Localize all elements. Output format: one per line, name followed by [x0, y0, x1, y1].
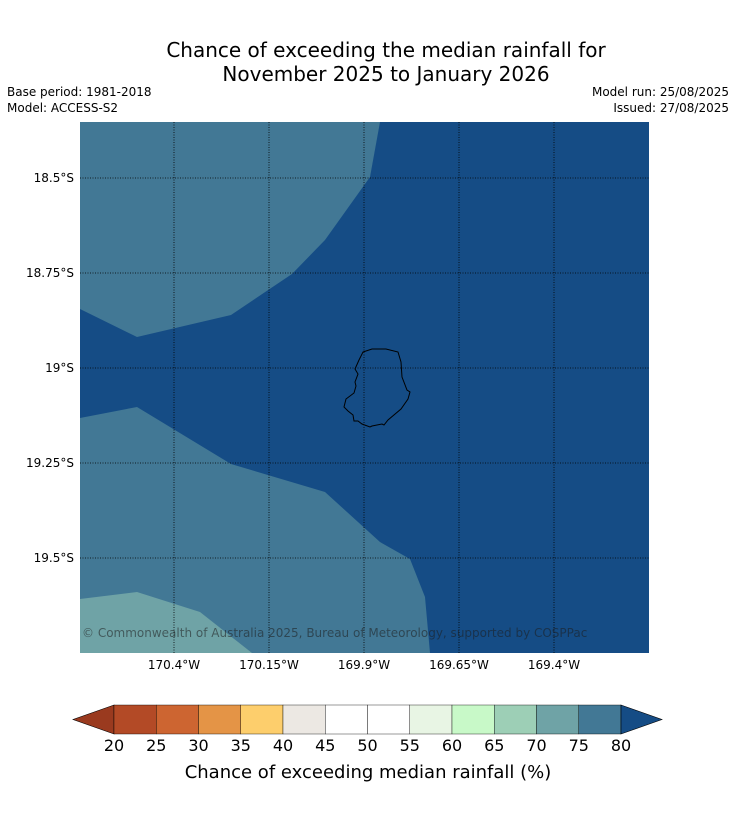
- colorbar-tick-label: 50: [357, 736, 378, 755]
- latitude-label: 18.5°S: [33, 171, 74, 185]
- model-name: Model: ACCESS-S2: [7, 101, 119, 115]
- title-line-2: November 2025 to January 2026: [222, 62, 550, 86]
- colorbar-segment: [325, 704, 368, 735]
- colorbar-tick-label: 20: [103, 736, 125, 755]
- rainfall-map: [80, 122, 649, 653]
- colorbar-tick-label: 45: [315, 736, 336, 755]
- region-75-80-south: [80, 407, 430, 653]
- meta-left: Base period: 1981-2018 Model: ACCESS-S2: [7, 84, 152, 116]
- model-run: Model run: 25/08/2025: [591, 85, 729, 99]
- longitude-label: 170.4°W: [147, 658, 201, 672]
- colorbar-tick-label: 60: [441, 736, 463, 755]
- base-period: Base period: 1981-2018: [7, 85, 152, 99]
- colorbar-segment: [451, 704, 495, 735]
- longitude-label: 169.4°W: [527, 658, 581, 672]
- colorbar-segment: [156, 704, 199, 735]
- colorbar-tick-label: 65: [484, 736, 505, 755]
- colorbar-tick-label: 30: [188, 736, 209, 755]
- chart-title: Chance of exceeding the median rainfall …: [0, 38, 736, 86]
- issued-date: Issued: 27/08/2025: [613, 101, 729, 115]
- niue-island-outline: [343, 348, 411, 428]
- colorbar-tick-label: 35: [230, 736, 251, 755]
- colorbar-segment: [367, 704, 410, 735]
- title-line-1: Chance of exceeding the median rainfall …: [166, 38, 606, 62]
- colorbar-segment: [536, 704, 579, 735]
- colorbar-tick-label: 55: [399, 736, 420, 755]
- colorbar-segment: [240, 704, 284, 735]
- region-75-80-north: [80, 122, 380, 337]
- colorbar-segment: [578, 704, 622, 735]
- colorbar-segment: [494, 704, 537, 735]
- colorbar-arrow-low: [72, 704, 115, 735]
- colorbar-tick-label: 70: [526, 736, 547, 755]
- region-70-75-southwest: [80, 592, 252, 653]
- colorbar-tick-label: 80: [610, 736, 632, 755]
- colorbar-label: Chance of exceeding median rainfall (%): [184, 762, 552, 783]
- latitude-label: 19°S: [45, 361, 74, 375]
- colorbar-segment: [282, 704, 326, 735]
- colorbar-tick-label: 75: [568, 736, 589, 755]
- colorbar-segment: [198, 704, 241, 735]
- colorbar: [72, 704, 663, 735]
- longitude-label: 169.9°W: [337, 658, 391, 672]
- latitude-label: 19.5°S: [33, 551, 74, 565]
- latitude-label: 18.75°S: [26, 266, 74, 280]
- copyright-text: © Commonwealth of Australia 2025, Bureau…: [82, 626, 588, 640]
- colorbar-segment: [409, 704, 453, 735]
- colorbar-arrow-high: [620, 704, 663, 735]
- longitude-label: 170.15°W: [239, 658, 299, 672]
- colorbar-tick-label: 40: [272, 736, 294, 755]
- meta-right: Model run: 25/08/2025 Issued: 27/08/2025: [592, 84, 729, 116]
- colorbar-tick-label: 25: [146, 736, 167, 755]
- map-gridlines: [80, 122, 649, 653]
- colorbar-segment: [113, 704, 157, 735]
- longitude-label: 169.65°W: [429, 658, 489, 672]
- latitude-label: 19.25°S: [26, 456, 74, 470]
